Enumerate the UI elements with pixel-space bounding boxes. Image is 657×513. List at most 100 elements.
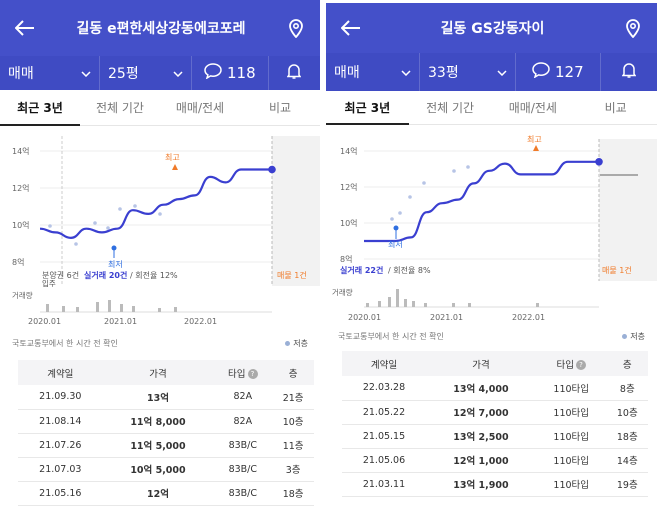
tab-sale-jeonse[interactable]: 매매/전세 [175, 101, 225, 115]
cell-type: 82A [213, 385, 273, 410]
volume-bar [452, 303, 455, 307]
trade-dot [466, 165, 470, 169]
volume-bar [120, 304, 123, 312]
help-icon[interactable]: ? [575, 360, 586, 370]
high-label: 최고 [165, 152, 180, 162]
trade-dot [106, 226, 110, 230]
volume-bar [96, 302, 99, 312]
latest-price-dot[interactable] [268, 165, 276, 174]
col-floor: 층 [606, 351, 648, 376]
cell-date: 21.05.06 [342, 448, 427, 473]
back-arrow-icon[interactable] [336, 13, 366, 43]
app-header: 길동 GS강동자이 매매 33평 127 [326, 3, 657, 91]
table-row[interactable]: 21.05.16 12억 83B/C 18층 [18, 481, 314, 506]
volume-bar [378, 301, 381, 307]
volume-bar [108, 300, 111, 312]
chevron-down-icon [497, 64, 507, 80]
tab-compare[interactable]: 비교 [604, 101, 627, 115]
turnover-rate: / 회전율 12% [130, 270, 178, 280]
table-row[interactable]: 21.07.26 11억 5,000 83B/C 11층 [18, 433, 314, 458]
tab-all-period[interactable]: 전체 기간 [426, 101, 475, 115]
cell-floor: 18층 [606, 424, 648, 449]
price-chart[interactable]: 14억 12억 10억 8억 최고 최저 분양권 6건 실거래 20건 / 회전 [0, 126, 320, 326]
x-tick: 2020.01 [348, 313, 381, 322]
high-marker-icon [172, 164, 178, 170]
period-tabs: 최근 3년 전체 기간 매매/전세 비교 [326, 91, 657, 125]
trade-type-dropdown[interactable]: 매매 [326, 53, 420, 91]
cell-floor: 11층 [272, 433, 314, 458]
volume-bar [132, 306, 135, 312]
tab-sale-jeonse[interactable]: 매매/전세 [508, 101, 557, 115]
trade-dot [452, 169, 456, 173]
table-row[interactable]: 21.05.22 12억 7,000 110타입 10층 [342, 400, 648, 425]
cell-type: 83B/C [213, 481, 273, 506]
cell-price: 12억 [102, 481, 214, 506]
high-label: 최고 [527, 134, 542, 144]
table-row[interactable]: 21.05.15 13억 2,500 110타입 18층 [342, 424, 648, 449]
cell-date: 21.07.26 [18, 433, 103, 458]
transaction-table: 계약일 가격 타입? 층 21.09.30 13억 82A 21층 21.08.14 1… [18, 360, 314, 506]
x-tick: 2021.01 [430, 313, 463, 322]
y-tick: 8억 [340, 254, 352, 264]
location-pin-icon[interactable] [282, 13, 310, 43]
tab-recent-3y[interactable]: 최근 3년 [326, 91, 409, 125]
speech-bubble-icon [204, 63, 222, 83]
price-chart[interactable]: 14억 12억 10억 8억 최고 최저 실거래 22건 / 회전율 8% 매물… [326, 125, 657, 325]
table-row[interactable]: 21.09.30 13억 82A 21층 [18, 385, 314, 410]
table-row[interactable]: 21.07.03 10억 5,000 83B/C 3층 [18, 457, 314, 482]
legend-low-floor: 저층 [622, 331, 645, 342]
trade-dot [398, 211, 402, 215]
help-icon[interactable]: ? [247, 369, 258, 379]
latest-price-dot[interactable] [595, 158, 603, 166]
trade-dot [390, 217, 394, 221]
trade-type-dropdown[interactable]: 매매 [0, 56, 100, 90]
col-type: 타입? [213, 360, 273, 385]
area-dropdown[interactable]: 25평 [100, 56, 192, 90]
cell-type: 83B/C [213, 433, 273, 458]
apartment-title: 길동 e편한세상강동에코포레 [76, 21, 246, 37]
trade-count: 실거래 20건 [84, 270, 127, 280]
transaction-table: 계약일 가격 타입? 층 22.03.28 13억 4,000 110타입 8층 21… [342, 351, 648, 497]
comments-button[interactable]: 127 [516, 53, 601, 91]
trade-dot [74, 242, 78, 246]
chevron-down-icon [401, 64, 411, 80]
y-tick: 10억 [12, 220, 30, 230]
cell-date: 21.05.16 [18, 481, 103, 506]
cell-price: 13억 2,500 [426, 424, 536, 449]
notification-bell-button[interactable] [601, 53, 657, 91]
cell-price: 11억 8,000 [102, 409, 214, 434]
volume-label: 거래량 [12, 291, 33, 300]
trade-dot [408, 195, 412, 199]
volume-bar [62, 306, 65, 312]
source-row: 국토교통부에서 한 시간 전 확인 저층 [326, 327, 657, 345]
source-note: 국토교통부에서 한 시간 전 확인 [12, 338, 118, 348]
tab-recent-3y[interactable]: 최근 3년 [0, 90, 80, 126]
x-tick: 2022.01 [184, 317, 217, 326]
cell-floor: 19층 [606, 472, 648, 497]
trade-dot [158, 212, 162, 216]
notification-bell-button[interactable] [269, 56, 320, 90]
cell-type: 83B/C [213, 457, 273, 482]
comments-button[interactable]: 118 [192, 56, 269, 90]
listing-count-link[interactable]: 매물 1건 [277, 270, 307, 280]
location-pin-icon[interactable] [619, 13, 647, 43]
move-in-label: 입주 [42, 279, 56, 288]
back-arrow-icon[interactable] [10, 13, 40, 43]
tab-all-period[interactable]: 전체 기간 [96, 101, 144, 115]
table-row[interactable]: 21.08.14 11억 8,000 82A 10층 [18, 409, 314, 434]
period-tabs: 최근 3년 전체 기간 매매/전세 비교 [0, 90, 320, 126]
tab-compare[interactable]: 비교 [268, 101, 292, 115]
table-row[interactable]: 21.03.11 13억 1,900 110타입 19층 [342, 472, 648, 497]
volume-bar [404, 299, 407, 307]
x-tick: 2020.01 [28, 317, 61, 326]
forecast-shade [272, 136, 320, 286]
table-row[interactable]: 21.05.06 12억 1,000 110타입 14층 [342, 448, 648, 473]
trade-dot [118, 207, 122, 211]
volume-bar [412, 301, 415, 307]
table-row[interactable]: 22.03.28 13억 4,000 110타입 8층 [342, 376, 648, 401]
cell-floor: 18층 [272, 481, 314, 506]
trade-count: 실거래 22건 [340, 265, 383, 275]
volume-bar [158, 308, 161, 312]
area-dropdown[interactable]: 33평 [420, 53, 516, 91]
listing-count-link[interactable]: 매물 1건 [602, 265, 632, 275]
